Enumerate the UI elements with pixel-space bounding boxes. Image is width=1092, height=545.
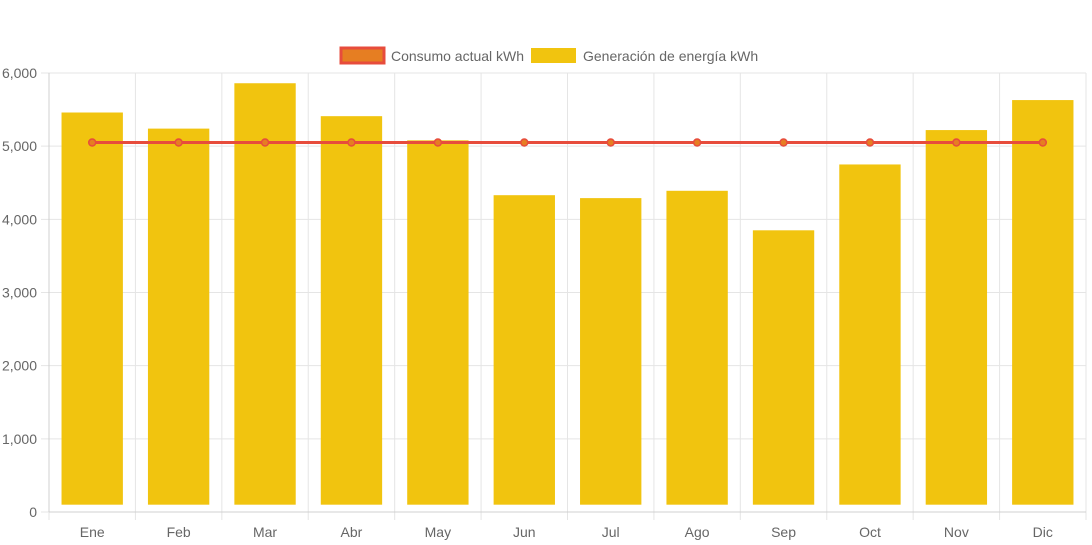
bar[interactable] <box>839 164 901 505</box>
x-tick-label: Jun <box>513 524 536 540</box>
grid <box>41 72 1087 520</box>
y-tick-label: 2,000 <box>2 358 37 374</box>
x-tick-label: Sep <box>771 524 796 540</box>
line-point[interactable] <box>520 138 529 147</box>
line-point[interactable] <box>1038 138 1048 147</box>
x-tick-label: May <box>425 524 451 540</box>
x-tick-label: Ene <box>80 524 105 540</box>
legend-item[interactable]: Generación de energía kWh <box>531 48 758 64</box>
legend[interactable]: Consumo actual kWh Generación de energía … <box>339 46 758 65</box>
bar[interactable] <box>925 130 988 505</box>
y-tick-label: 6,000 <box>2 65 37 81</box>
y-tick-label: 5,000 <box>2 138 37 154</box>
line-point[interactable] <box>260 138 270 147</box>
axes: 0 1,000 2,000 3,000 4,000 5,000 6,000 Ene Feb Mar… <box>2 65 1086 540</box>
bar[interactable] <box>61 112 123 505</box>
legend-item[interactable]: Consumo actual kWh <box>339 46 524 65</box>
line-point[interactable] <box>174 138 183 147</box>
x-tick-label: Abr <box>341 524 363 540</box>
line-point[interactable] <box>692 138 702 147</box>
x-tick-label: Nov <box>944 524 969 540</box>
line-point[interactable] <box>952 138 961 147</box>
line-point[interactable] <box>779 138 788 147</box>
line-point[interactable] <box>87 138 97 147</box>
bar[interactable] <box>234 83 296 505</box>
bar[interactable] <box>407 140 469 505</box>
line-point[interactable] <box>606 138 615 147</box>
legend-label: Generación de energía kWh <box>583 48 758 64</box>
x-tick-label: Mar <box>253 524 277 540</box>
bar[interactable] <box>752 230 815 505</box>
bar[interactable] <box>147 128 210 505</box>
x-tick-label: Feb <box>167 524 191 540</box>
x-tick-label: Jul <box>602 524 620 540</box>
legend-label: Consumo actual kWh <box>391 48 524 64</box>
line-point[interactable] <box>347 138 356 147</box>
bar[interactable] <box>666 190 728 505</box>
y-tick-label: 0 <box>29 504 37 520</box>
bar[interactable] <box>320 116 383 505</box>
y-tick-label: 4,000 <box>2 211 37 227</box>
y-tick-label: 1,000 <box>2 431 37 447</box>
x-tick-label: Dic <box>1033 524 1053 540</box>
bar[interactable] <box>580 198 642 505</box>
bars <box>61 83 1074 505</box>
bar[interactable] <box>493 195 555 505</box>
bar[interactable] <box>1012 100 1074 505</box>
line-series <box>87 138 1048 147</box>
line-point[interactable] <box>433 138 443 147</box>
legend-swatch <box>531 48 576 63</box>
legend-swatch <box>339 46 386 65</box>
x-tick-label: Ago <box>685 524 710 540</box>
y-tick-label: 3,000 <box>2 285 37 301</box>
x-tick-label: Oct <box>859 524 881 540</box>
line-point[interactable] <box>865 138 875 147</box>
